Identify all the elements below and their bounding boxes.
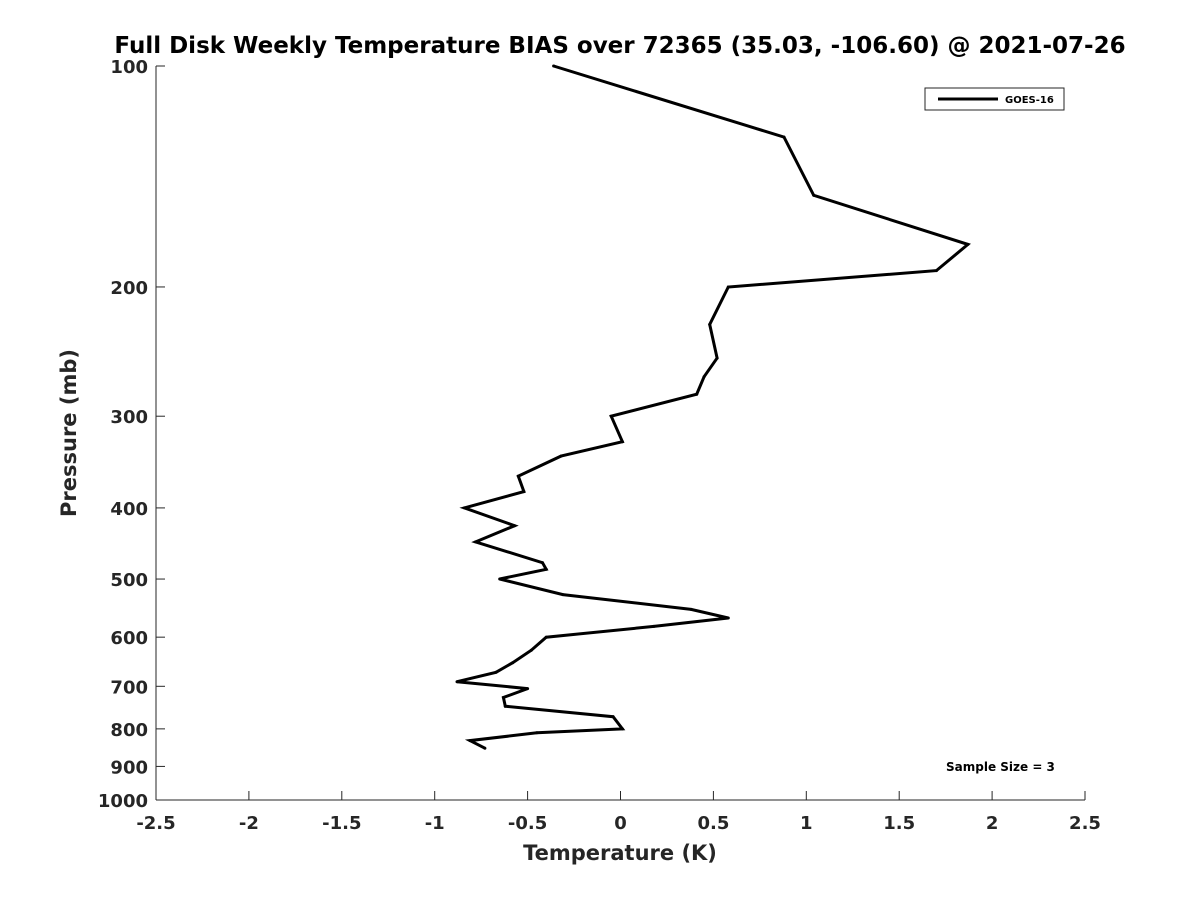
legend-label-goes-16: GOES-16 (1005, 95, 1054, 106)
y-tick-label: 100 (110, 57, 148, 78)
series-point (609, 414, 613, 418)
y-tick-label: 700 (110, 677, 148, 698)
series-point (494, 670, 498, 674)
series-point (611, 715, 615, 719)
series-point (695, 392, 699, 396)
series-point (726, 616, 730, 620)
x-tick-label: 2 (986, 813, 999, 834)
legend: GOES-16 (924, 87, 1065, 111)
series-point (462, 506, 466, 510)
y-tick-label: 600 (110, 628, 148, 649)
y-tick-label: 900 (110, 757, 148, 778)
series-point (561, 593, 565, 597)
series-point (702, 375, 706, 379)
series-point (782, 135, 786, 139)
x-tick-label: 1.5 (883, 813, 915, 834)
series-point (503, 704, 507, 708)
series-point (483, 746, 487, 750)
series-point (620, 727, 624, 731)
x-tick-label: 0 (614, 813, 627, 834)
series-point (966, 242, 970, 246)
series-point (498, 577, 502, 581)
series-point (689, 607, 693, 611)
series-line-goes-16 (456, 64, 971, 750)
series-point (474, 540, 478, 544)
series-point (529, 648, 533, 652)
series-point (934, 269, 938, 273)
series-point (552, 64, 556, 68)
series-point (715, 356, 719, 360)
series-point (511, 661, 515, 665)
series-point (526, 687, 530, 691)
y-ticks: 100 200 300 400 500 600 700 800 900 1000 (98, 57, 165, 812)
x-ticks: -2.5 -2 -1.5 -1 -0.5 0 0.5 1 1.5 2 2.5 (136, 791, 1101, 834)
x-tick-label: -0.5 (508, 813, 547, 834)
x-tick-label: 2.5 (1069, 813, 1101, 834)
series-point (652, 624, 656, 628)
x-tick-label: -1 (425, 813, 445, 834)
series-point (559, 454, 563, 458)
series-points (455, 64, 970, 750)
y-tick-label: 1000 (98, 791, 148, 812)
series-point (726, 285, 730, 289)
plot-area (156, 66, 1085, 800)
series-point (513, 524, 517, 528)
series-point (544, 635, 548, 639)
x-tick-label: -2.5 (136, 813, 175, 834)
series-point (620, 440, 624, 444)
chart-title: Full Disk Weekly Temperature BIAS over 7… (114, 33, 1125, 59)
x-tick-label: 0.5 (697, 813, 729, 834)
series-point (812, 193, 816, 197)
y-tick-label: 300 (110, 407, 148, 428)
y-tick-label: 500 (110, 570, 148, 591)
series-point (535, 731, 539, 735)
x-tick-label: -2 (239, 813, 259, 834)
series-point (516, 474, 520, 478)
series-point (455, 680, 459, 684)
sample-size-annotation: Sample Size = 3 (946, 760, 1055, 774)
series-point (544, 567, 548, 571)
series-point (708, 323, 712, 326)
series-point (522, 490, 526, 494)
y-tick-label: 800 (110, 720, 148, 741)
y-tick-label: 400 (110, 499, 148, 520)
series-point (468, 739, 472, 743)
series-point (501, 696, 505, 699)
x-axis-label: Temperature (K) (523, 841, 717, 865)
x-tick-label: 1 (800, 813, 813, 834)
series-point (541, 561, 544, 565)
y-axis-label: Pressure (mb) (57, 349, 81, 517)
x-tick-label: -1.5 (322, 813, 361, 834)
y-tick-label: 200 (110, 278, 148, 299)
